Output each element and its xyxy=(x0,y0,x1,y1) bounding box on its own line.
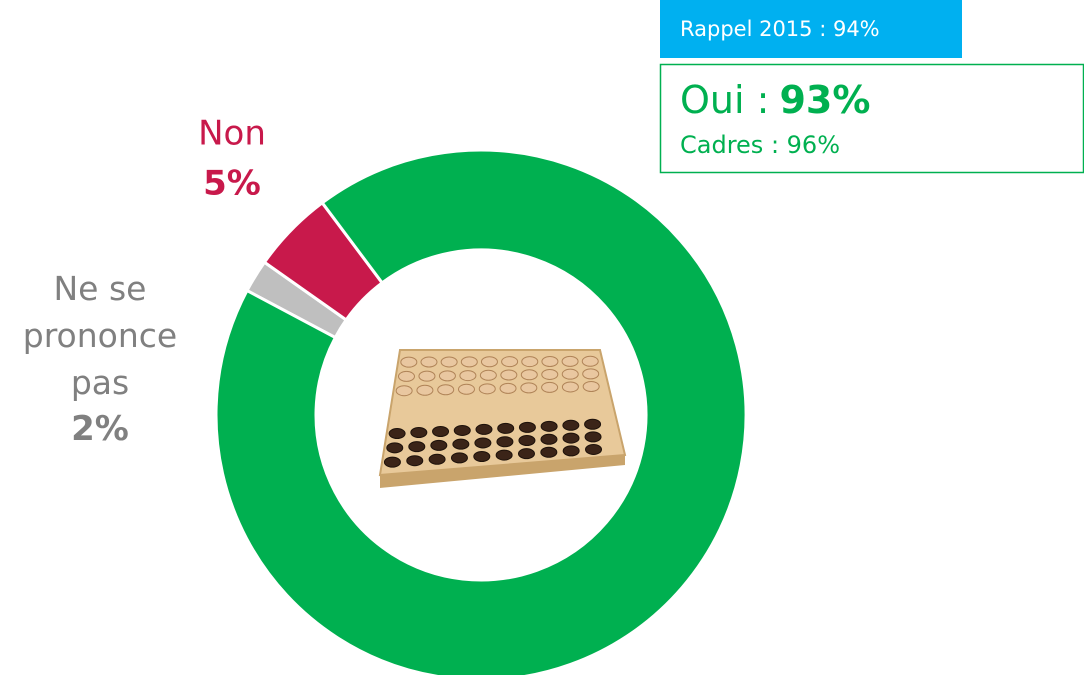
checker-piece xyxy=(460,356,478,368)
checker-piece xyxy=(480,356,498,368)
oui-label: Oui :93% xyxy=(680,78,870,122)
checker-piece xyxy=(430,439,448,451)
recall-text: Rappel 2015 : 94% xyxy=(680,17,880,41)
checker-piece xyxy=(562,445,580,457)
checker-piece xyxy=(406,455,424,467)
checker-piece xyxy=(479,369,497,381)
checker-piece xyxy=(518,421,536,433)
non-value: 5% xyxy=(203,164,261,204)
checker-piece xyxy=(418,370,436,382)
checker-piece xyxy=(501,356,519,368)
checker-piece xyxy=(395,385,413,397)
cadres-text: Cadres : 96% xyxy=(680,131,840,159)
checker-piece xyxy=(496,436,514,448)
checker-piece xyxy=(437,384,455,396)
board-edge xyxy=(380,455,625,488)
checker-piece xyxy=(478,383,496,395)
checker-piece xyxy=(521,356,539,368)
checker-piece xyxy=(582,368,600,380)
checker-piece xyxy=(453,424,471,436)
nsp-label: Ne se prononce pas 2% xyxy=(10,265,190,453)
checker-piece xyxy=(408,441,426,453)
oui-value: 93% xyxy=(779,78,870,122)
checker-piece xyxy=(582,380,600,392)
checker-piece xyxy=(562,419,580,431)
checker-piece xyxy=(475,423,493,435)
checker-piece xyxy=(585,443,603,455)
checker-piece xyxy=(541,368,559,380)
checker-piece xyxy=(561,368,579,380)
checker-piece xyxy=(428,453,446,465)
checker-piece xyxy=(457,383,475,395)
checker-piece xyxy=(438,370,456,382)
checker-piece xyxy=(432,425,450,437)
checker-piece xyxy=(495,449,513,461)
result-box xyxy=(659,63,1084,174)
checker-piece xyxy=(388,428,406,440)
checker-piece xyxy=(584,431,602,443)
checker-piece xyxy=(541,381,559,393)
checker-piece xyxy=(420,356,438,368)
oui-category: Oui : xyxy=(680,78,769,122)
checker-piece xyxy=(540,433,558,445)
checker-piece xyxy=(517,448,535,460)
non-category: Non xyxy=(198,114,266,154)
checker-piece xyxy=(540,420,558,432)
checker-piece xyxy=(416,384,434,396)
checker-piece xyxy=(397,370,415,382)
checker-piece xyxy=(400,356,418,368)
checker-piece xyxy=(518,435,536,447)
nsp-value: 2% xyxy=(71,409,129,449)
checker-piece xyxy=(450,452,468,464)
checker-piece xyxy=(561,355,579,367)
recall-box xyxy=(660,0,962,58)
checker-piece xyxy=(410,427,428,439)
checker-piece xyxy=(562,432,580,444)
checker-piece xyxy=(581,355,599,367)
checker-piece xyxy=(497,422,515,434)
checker-piece xyxy=(520,382,538,394)
checker-piece xyxy=(459,370,477,382)
nsp-category: Ne se prononce pas xyxy=(22,269,178,402)
checker-piece xyxy=(500,369,518,381)
checker-piece xyxy=(383,456,401,468)
checker-piece xyxy=(474,437,492,449)
checker-piece xyxy=(540,446,558,458)
checkerboard-image xyxy=(378,349,627,488)
checker-piece xyxy=(541,355,559,367)
checker-piece xyxy=(561,381,579,393)
checker-piece xyxy=(440,356,458,368)
checker-piece xyxy=(584,418,602,430)
checker-piece xyxy=(473,450,491,462)
checker-piece xyxy=(452,438,470,450)
checker-piece xyxy=(386,442,404,454)
donut-slice xyxy=(214,148,748,675)
checker-piece xyxy=(520,369,538,381)
checker-piece xyxy=(499,382,517,394)
